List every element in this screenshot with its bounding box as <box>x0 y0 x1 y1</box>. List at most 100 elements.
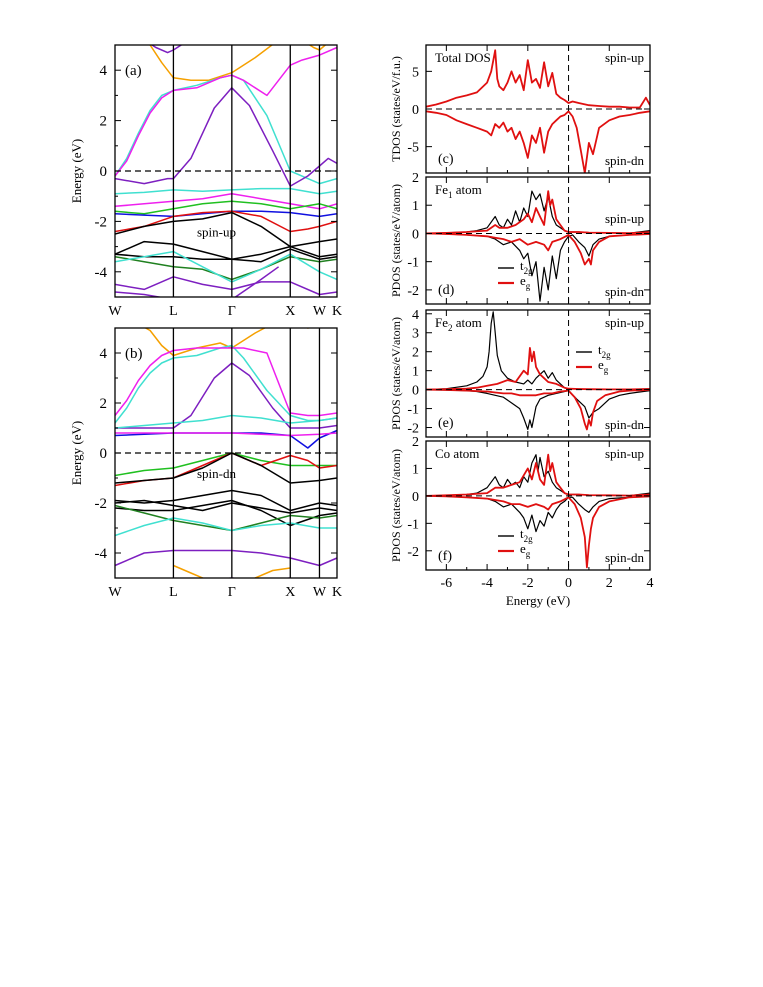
dos-panel-c: -5 0 5 TDOS (states/eV/f.u.) Total DOS spin-u… <box>389 44 651 174</box>
dos-panel-f-series-t2g-dn <box>426 495 650 533</box>
dos-panel-f-xtick-label: -2 <box>522 576 534 591</box>
dos-panel-f-title: Co atom <box>435 446 479 461</box>
dos-panel-f-panel-label: (f) <box>438 549 452 564</box>
band-panel-a-kpoint-label: X <box>285 304 295 319</box>
dos-panel-f-legend-label: t2g <box>520 526 533 544</box>
dos-panel-d-annotation-dn: spin-dn <box>605 284 645 299</box>
dos-panel-f-series-eg-dn <box>426 495 650 569</box>
dos-panel-f-annotation-up: spin-up <box>605 446 644 461</box>
dos-panel-e-ytick-label: 0 <box>412 384 419 399</box>
dos-panel-d-legend-label: eg <box>520 273 531 291</box>
dos-panel-c-ytick-label: 5 <box>412 65 419 80</box>
band-panel-a-series-band-red <box>115 210 337 233</box>
dos-panel-e: -2 -1 0 1 2 3 4 PDOS (states/eV/atom) Fe2 atom sp… <box>389 308 651 438</box>
dos-panel-d-series-eg-up <box>426 190 650 235</box>
dos-panel-c-series-total-dos-up <box>426 49 650 109</box>
dos-panel-f-frame <box>425 440 651 571</box>
dos-panel-e-series-eg-up <box>426 346 650 391</box>
dos-panel-c-annotation-up: spin-up <box>605 50 644 65</box>
band-panel-a-panel-label: (a) <box>125 63 142 79</box>
dos-panel-f-ylabel: PDOS (states/eV/atom) <box>389 449 403 562</box>
dos-panel-d-ytick-label: -2 <box>407 284 419 299</box>
band-panel-a-series-band-purple-low-2 <box>115 266 280 297</box>
dos-panel-c-title: Total DOS <box>435 50 491 65</box>
band-panel-a-kpoint-label: W <box>108 304 122 319</box>
dos-panel-e-frame <box>425 309 651 438</box>
band-panel-b-series-band-cyan <box>115 344 337 424</box>
dos-panel-c-ytick-label: -5 <box>407 141 419 156</box>
dos-panel-c-series-total-dos-dn <box>426 110 650 173</box>
band-panel-b-kpoint-label: K <box>332 585 342 600</box>
dos-panel-f-xlabel: Energy (eV) <box>506 593 570 608</box>
band-panel-a-kpoint-label: Γ <box>228 304 236 319</box>
band-panel-b-kpoint-label: Γ <box>228 585 236 600</box>
band-panel-a-series-band-purple-upper <box>150 45 183 54</box>
dos-panel-f-ytick-label: 1 <box>412 462 419 477</box>
band-panel-a-series-band-orange <box>148 45 327 82</box>
band-panel-b-series-band-orange-low <box>173 564 291 578</box>
band-panel-a-kpoint-label: W <box>313 304 327 319</box>
dos-panel-e-series-t2g-dn <box>426 389 650 430</box>
band-panel-b-ytick-label: 0 <box>100 446 108 462</box>
dos-panel-f: -6 -4 -2 0 2 4 Energy (eV) -2 -1 0 1 2 PDOS (states/… <box>389 435 654 608</box>
dos-panel-c-annotation-dn: spin-dn <box>605 153 645 168</box>
dos-panel-e-ytick-label: 4 <box>412 308 419 323</box>
band-panel-a-ylabel: Energy (eV) <box>69 139 84 203</box>
dos-panel-d-annotation-up: spin-up <box>605 211 644 226</box>
dos-panel-f-annotation-dn: spin-dn <box>605 550 645 565</box>
band-panel-b-ytick-label: 2 <box>100 396 108 412</box>
dos-panel-f-ytick-label: 2 <box>412 435 419 450</box>
band-panel-b-kpoint-label: X <box>285 585 295 600</box>
dos-panel-e-series-eg-dn <box>426 388 650 431</box>
dos-panel-e-panel-label: (e) <box>438 416 454 431</box>
band-panel-a-kpoint-label: K <box>332 304 342 319</box>
dos-panel-f-legend-label: eg <box>520 541 531 559</box>
dos-panel-f-xtick-label: -4 <box>481 576 493 591</box>
band-panel-a-annotation: spin-up <box>197 225 236 240</box>
band-panel-b-series-band-green-2 <box>115 504 337 532</box>
band-panel-a-ytick-label: -4 <box>95 265 108 281</box>
band-panel-b-ylabel: Energy (eV) <box>69 421 84 485</box>
dos-panel-f-xtick-label: 2 <box>606 576 613 591</box>
band-panel-b-kpoint-label: W <box>108 585 122 600</box>
band-panel-a-series-band-cyan <box>115 74 337 185</box>
dos-panel-e-annotation-dn: spin-dn <box>605 417 645 432</box>
band-panel-a-series-group <box>115 45 337 297</box>
dos-panel-e-series-group <box>426 311 650 431</box>
dos-panel-f-series-group <box>426 453 650 569</box>
dos-panel-e-ytick-label: 3 <box>412 327 419 342</box>
dos-panel-e-ylabel: PDOS (states/eV/atom) <box>389 317 403 430</box>
dos-panel-d-ytick-label: 2 <box>412 171 419 186</box>
dos-panel-d-ytick-label: -1 <box>407 256 419 271</box>
band-panel-b-series-band-purple <box>115 362 337 429</box>
dos-panel-e-title: Fe2 atom <box>435 315 482 333</box>
band-panel-a-series-band-green-2 <box>115 255 337 281</box>
band-panel-b-kpoint-label: W <box>313 585 327 600</box>
dos-panel-f-ytick-label: -2 <box>407 545 419 560</box>
dos-panel-c-ylabel: TDOS (states/eV/f.u.) <box>389 56 403 162</box>
band-panel-b-series-band-orange <box>144 328 312 357</box>
band-panel-a-ytick-label: 4 <box>100 63 108 79</box>
band-panel-b-ytick-label: -4 <box>95 546 108 562</box>
band-panel-a-kpoint-label: L <box>169 304 178 319</box>
band-panel-b-panel-label: (b) <box>125 346 143 362</box>
dos-panel-e-legend-label: eg <box>598 357 609 375</box>
dos-panel-d-ytick-label: 1 <box>412 199 419 214</box>
dos-panel-f-xtick-label: 0 <box>565 576 572 591</box>
dos-panel-e-ytick-label: -1 <box>407 403 419 418</box>
dos-panel-f-xtick-label: -6 <box>441 576 453 591</box>
dos-panel-f-series-eg-up <box>426 453 650 497</box>
dos-panel-d: -2 -1 0 1 2 PDOS (states/eV/atom) Fe1 atom spin… <box>389 171 651 305</box>
dos-panel-d-ylabel: PDOS (states/eV/atom) <box>389 184 403 297</box>
dos-panel-e-ytick-label: -2 <box>407 422 419 437</box>
dos-panel-e-ytick-label: 2 <box>412 346 419 361</box>
dos-panel-d-ytick-label: 0 <box>412 227 419 242</box>
band-panel-a-ytick-label: 0 <box>100 164 108 180</box>
band-panel-a-ytick-label: -2 <box>95 214 108 230</box>
dos-panel-c-series-group <box>426 49 650 173</box>
dos-panel-d-frame <box>425 176 651 305</box>
dos-panel-f-ytick-label: -1 <box>407 517 419 532</box>
